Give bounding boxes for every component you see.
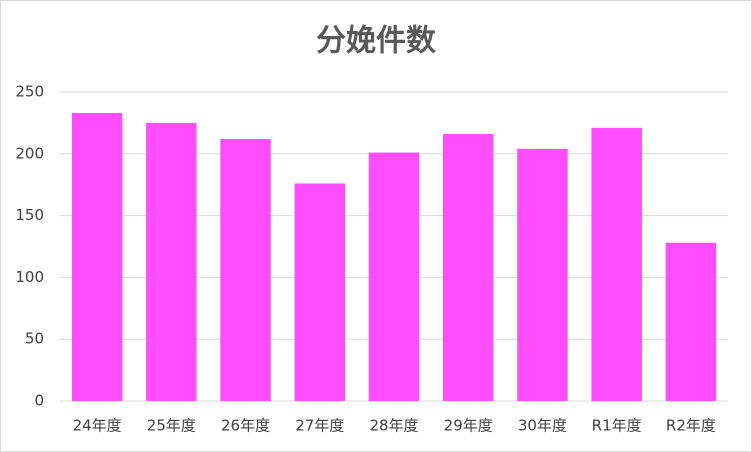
bar (146, 122, 197, 402)
y-tick-label: 200 (15, 144, 44, 162)
y-tick-label: 100 (15, 268, 44, 286)
bar (294, 183, 346, 401)
x-tick-label: 25年度 (147, 417, 196, 435)
chart-title: 分娩件数 (316, 24, 437, 59)
bar (591, 127, 642, 402)
x-tick-label: 29年度 (444, 417, 493, 435)
y-tick-label: 0 (34, 392, 44, 410)
bar (665, 242, 717, 401)
bar (220, 138, 271, 401)
bar (368, 152, 420, 401)
x-tick-label: 27年度 (295, 417, 344, 435)
bar (517, 148, 568, 401)
x-tick-label: 30年度 (518, 417, 567, 435)
y-tick-label: 50 (25, 330, 44, 348)
x-tick-label: R1年度 (592, 417, 642, 435)
x-tick-label: R2年度 (666, 417, 716, 435)
bar (442, 134, 494, 402)
y-tick-label: 250 (15, 83, 44, 101)
x-tick-label: 24年度 (73, 417, 122, 435)
x-tick-label: 26年度 (221, 417, 270, 435)
x-tick-label: 28年度 (369, 417, 418, 435)
bar (71, 113, 123, 402)
y-tick-label: 150 (15, 206, 44, 224)
